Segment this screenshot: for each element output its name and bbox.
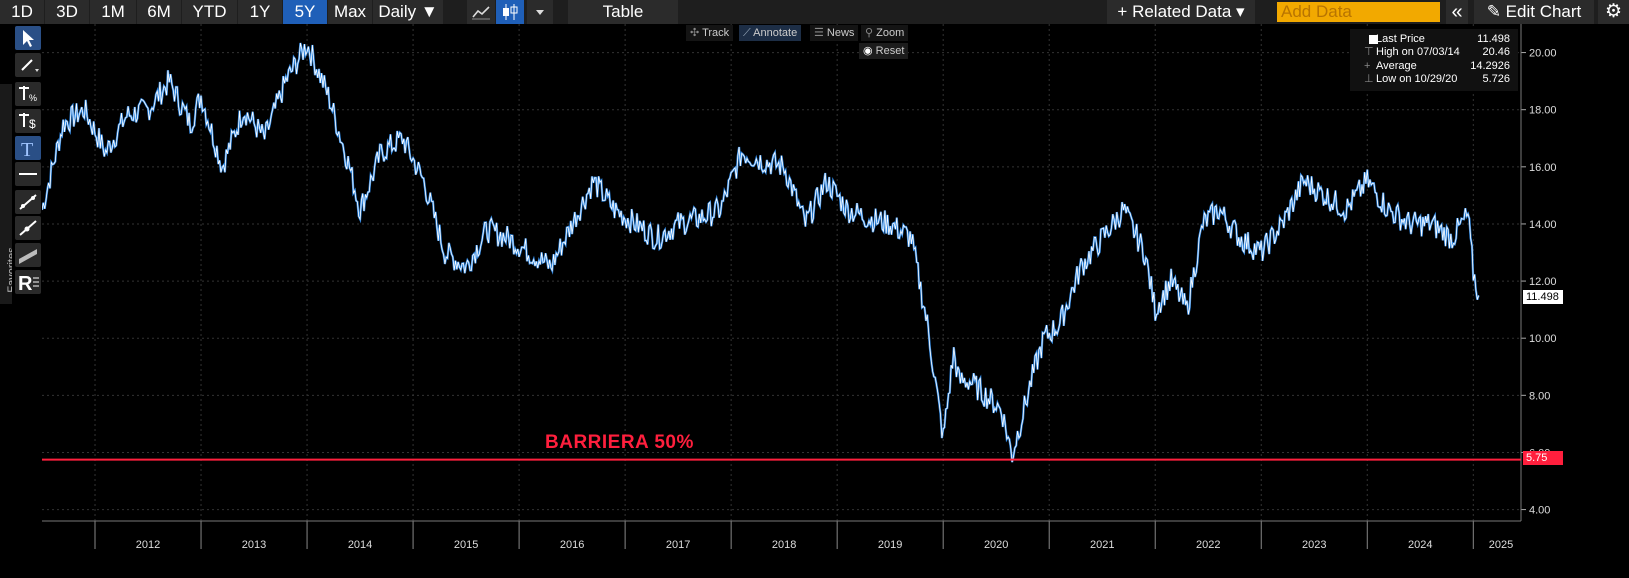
legend-value: 5.726 <box>1482 73 1510 85</box>
reset-icon: ◉ <box>863 45 876 57</box>
frequency-dropdown[interactable]: Daily ▼ <box>373 0 443 24</box>
candlestick-icon[interactable] <box>496 0 524 24</box>
legend-value: 11.498 <box>1477 33 1510 45</box>
news-button[interactable]: ☰ News <box>810 25 859 41</box>
chart-series <box>40 42 1480 463</box>
legend-value: 20.46 <box>1482 46 1510 58</box>
y-tick-label: 8.00 <box>1529 390 1550 402</box>
x-tick-label: 2018 <box>772 539 796 551</box>
favorites-tab[interactable]: Favorites <box>0 84 18 304</box>
text-icon[interactable]: T <box>15 136 41 161</box>
magnifier-icon: ⚲ <box>865 27 877 39</box>
dropdown-caret-icon[interactable] <box>527 0 553 24</box>
range-button-1d[interactable]: 1D <box>0 0 44 24</box>
y-tick-label: 16.00 <box>1529 162 1557 174</box>
pen-icon[interactable] <box>15 53 41 77</box>
x-tick-label: 2016 <box>560 539 584 551</box>
legend-row-low: ⊥ Low on 10/29/20 5.726 <box>1356 73 1514 86</box>
y-tick-label: 20.00 <box>1529 48 1557 60</box>
x-tick-label: 2013 <box>242 539 266 551</box>
svg-text:R: R <box>18 273 33 294</box>
annotate-label: Annotate <box>753 27 798 39</box>
x-tick-label: 2022 <box>1196 539 1220 551</box>
y-tick-label: 14.00 <box>1529 219 1557 231</box>
add-data-input[interactable] <box>1277 2 1440 22</box>
y-tick-label: 4.00 <box>1529 505 1550 517</box>
range-button-1m[interactable]: 1M <box>90 0 136 24</box>
x-tick-label: 2021 <box>1090 539 1114 551</box>
legend-row-high: ⊤ High on 07/03/14 20.46 <box>1356 46 1514 59</box>
y-tick-label: 18.00 <box>1529 105 1557 117</box>
r-tool-icon[interactable]: R <box>15 270 41 295</box>
legend-label: High on 07/03/14 <box>1376 46 1460 58</box>
svg-text:$: $ <box>29 117 36 131</box>
x-tick-label: 2015 <box>454 539 478 551</box>
trend-line-icon[interactable] <box>15 190 41 214</box>
track-button[interactable]: ✣ Track <box>686 25 734 41</box>
x-tick-label: 2012 <box>136 539 160 551</box>
x-tick-label: 2024 <box>1408 539 1432 551</box>
news-label: News <box>826 27 855 39</box>
range-button-max[interactable]: Max <box>328 0 372 24</box>
top-toolbar: 1D 3D 1M 6M YTD 1Y 5Y Max Daily ▼ Table … <box>0 0 1629 24</box>
legend-row-average: + Average 14.2926 <box>1356 60 1514 73</box>
crosshair-icon: ✣ <box>690 27 703 39</box>
track-label: Track <box>702 27 730 39</box>
annotate-pen-icon: ⟋ <box>743 27 754 39</box>
legend-box[interactable]: Last Price 11.498 ⊤ High on 07/03/14 20.… <box>1350 29 1518 91</box>
svg-text:T: T <box>21 139 33 160</box>
barrier-annotation[interactable]: BARRIERA 50% <box>545 432 694 453</box>
y-tick-label: 10.00 <box>1529 333 1557 345</box>
zoom-button[interactable]: ⚲ Zoom <box>861 25 909 41</box>
chart-background <box>0 24 1629 578</box>
related-data-button[interactable]: + Related Data ▾ <box>1107 0 1255 24</box>
news-icon: ☰ <box>814 27 827 39</box>
y-tick-label: 12.00 <box>1529 276 1557 288</box>
channel-icon[interactable] <box>15 243 41 267</box>
legend-row-last-price: Last Price 11.498 <box>1356 33 1514 46</box>
line-chart-icon[interactable] <box>467 0 495 24</box>
high-marker-icon: ⊤ <box>1364 46 1374 58</box>
legend-label: Low on 10/29/20 <box>1376 73 1458 85</box>
zoom-label: Zoom <box>876 27 905 39</box>
edit-chart-button[interactable]: ✎ Edit Chart <box>1474 0 1594 24</box>
range-button-5y[interactable]: 5Y <box>283 0 327 24</box>
collapse-button[interactable]: « <box>1446 0 1468 24</box>
last-price-swatch-icon <box>1369 35 1378 44</box>
chart-grid <box>42 24 1521 521</box>
average-marker-icon: + <box>1364 60 1371 72</box>
price-series-line <box>41 42 1479 463</box>
svg-text:%: % <box>29 93 37 103</box>
x-tick-label: 2023 <box>1302 539 1326 551</box>
low-marker-icon: ⊥ <box>1364 73 1374 85</box>
range-button-3d[interactable]: 3D <box>45 0 89 24</box>
pointer-icon[interactable] <box>15 26 41 50</box>
price-measure-icon[interactable]: $ <box>15 109 41 133</box>
legend-label: Average <box>1376 60 1417 72</box>
ray-line-icon[interactable] <box>15 216 41 240</box>
percent-measure-icon[interactable]: % <box>15 82 41 106</box>
range-button-6m[interactable]: 6M <box>137 0 181 24</box>
range-button-ytd[interactable]: YTD <box>182 0 237 24</box>
reset-label: Reset <box>875 45 905 57</box>
x-tick-label: 2019 <box>878 539 902 551</box>
table-button[interactable]: Table <box>568 0 678 24</box>
settings-gear-icon[interactable]: ⚙ <box>1598 0 1629 24</box>
legend-label: Last Price <box>1376 33 1425 45</box>
legend-value: 14.2926 <box>1470 60 1510 72</box>
x-tick-label: 2017 <box>666 539 690 551</box>
range-button-1y[interactable]: 1Y <box>238 0 282 24</box>
x-tick-label: 2014 <box>348 539 372 551</box>
last-price-tag: 11.498 <box>1523 290 1563 304</box>
drawing-toolbar: % $ T R <box>12 26 42 306</box>
annotate-button[interactable]: ⟋ Annotate <box>739 25 802 41</box>
reset-button[interactable]: ◉ Reset <box>859 43 909 59</box>
barrier-price-tag: 5.75 <box>1523 451 1563 465</box>
x-tick-label: 2025 <box>1489 539 1513 551</box>
x-tick-label: 2020 <box>984 539 1008 551</box>
horizontal-line-icon[interactable] <box>15 162 41 186</box>
